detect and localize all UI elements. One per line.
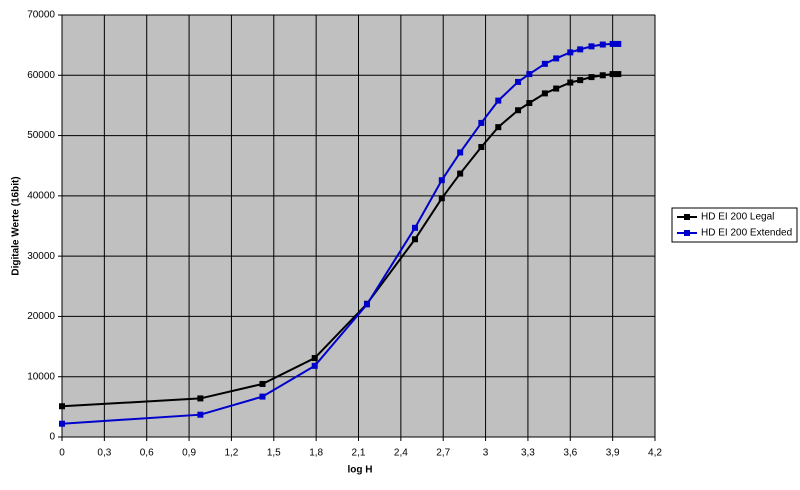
data-point xyxy=(457,170,464,177)
x-tick-label: 3,9 xyxy=(606,448,620,459)
data-point xyxy=(259,380,266,387)
data-point xyxy=(541,60,548,67)
data-point xyxy=(457,149,464,156)
data-point xyxy=(197,411,204,418)
data-point xyxy=(259,393,266,400)
x-tick-label: 3,3 xyxy=(521,448,535,459)
data-point xyxy=(515,78,522,85)
data-point xyxy=(59,403,65,410)
y-axis-label: Digitale Werte (16bit) xyxy=(11,176,22,275)
data-point xyxy=(553,55,560,62)
data-point xyxy=(567,79,574,86)
y-tick-label: 0 xyxy=(49,432,55,443)
data-point xyxy=(526,100,533,107)
legend-box xyxy=(671,207,798,243)
data-point xyxy=(609,40,616,47)
legend-marker xyxy=(684,230,690,236)
x-tick-label: 3 xyxy=(483,448,489,459)
y-tick-label: 50000 xyxy=(27,130,55,141)
x-tick-label: 0,9 xyxy=(182,448,196,459)
x-axis-label: log H xyxy=(348,465,373,476)
data-point xyxy=(526,71,533,78)
data-point xyxy=(615,71,622,78)
x-tick-label: 2,1 xyxy=(352,448,366,459)
y-tick-label: 40000 xyxy=(27,190,55,201)
x-tick-label: 1,5 xyxy=(267,448,281,459)
data-point xyxy=(577,77,584,84)
data-point xyxy=(615,40,622,47)
y-tick-label: 30000 xyxy=(27,251,55,262)
x-tick-label: 3,6 xyxy=(563,448,577,459)
x-tick-label: 0 xyxy=(59,448,65,459)
data-point xyxy=(438,177,445,184)
data-point xyxy=(588,43,595,50)
x-tick-label: 0,6 xyxy=(140,448,154,459)
data-point xyxy=(495,124,502,131)
data-point xyxy=(567,49,574,56)
data-point xyxy=(478,119,485,126)
data-point xyxy=(577,46,584,53)
x-tick-label: 1,8 xyxy=(309,448,323,459)
y-tick-label: 60000 xyxy=(27,70,55,81)
data-point xyxy=(515,107,522,114)
x-tick-label: 2,4 xyxy=(394,448,408,459)
x-tick-label: 2,7 xyxy=(436,448,450,459)
data-point xyxy=(599,41,606,48)
x-tick-label: 4,2 xyxy=(648,448,662,459)
data-point xyxy=(553,85,560,92)
data-point xyxy=(197,395,204,402)
legend-label: HD EI 200 Extended xyxy=(701,228,792,239)
x-tick-label: 1,2 xyxy=(224,448,238,459)
data-point xyxy=(411,236,418,243)
data-point xyxy=(311,362,318,369)
y-tick-label: 20000 xyxy=(27,311,55,322)
legend-marker xyxy=(684,214,690,220)
data-point xyxy=(588,74,595,81)
data-point xyxy=(438,195,445,202)
data-point xyxy=(59,420,65,427)
data-point xyxy=(609,71,616,78)
data-point xyxy=(541,90,548,97)
data-point xyxy=(311,355,318,362)
y-tick-label: 70000 xyxy=(27,10,55,21)
data-point xyxy=(478,144,485,151)
data-point xyxy=(495,97,502,104)
data-point xyxy=(363,301,370,308)
x-tick-label: 0,3 xyxy=(97,448,111,459)
legend-label: HD EI 200 Legal xyxy=(701,212,774,223)
data-point xyxy=(411,224,418,231)
y-tick-label: 10000 xyxy=(27,371,55,382)
data-point xyxy=(599,72,606,79)
